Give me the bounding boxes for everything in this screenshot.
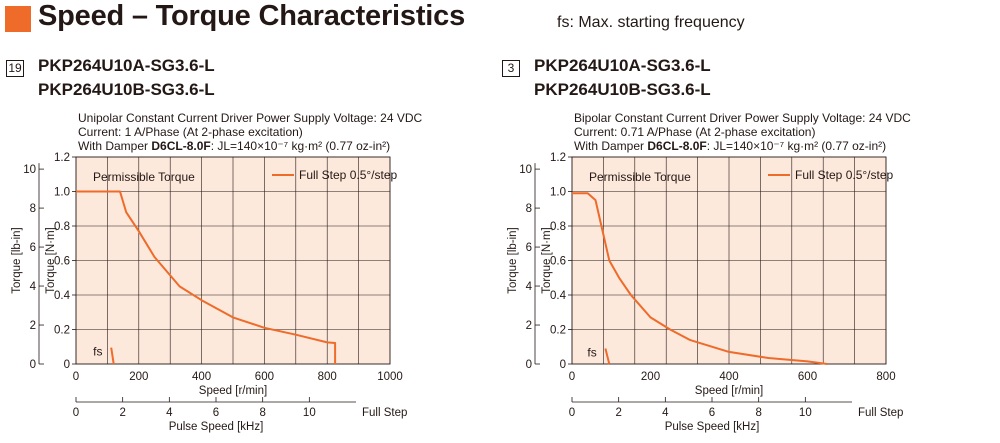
permissible-torque-label: Permissible Torque [93,170,195,184]
pulse-tick-label: 2 [119,407,125,419]
pulse-tick-label: 4 [662,407,669,419]
y-axis-title-nm: Torque [N·m] [45,227,57,293]
pulse-tick-label: 6 [709,407,715,419]
legend-label: Full Step 0.5°/step [795,168,894,182]
full-step-label: Full Step [858,407,903,419]
fs-label: fs [587,345,596,359]
page-subtitle: fs: Max. starting frequency [557,14,745,31]
model-name-b: PKP264U10B-SG3.6-L [534,80,711,99]
x-tick-label-speed: 600 [255,371,274,383]
model-name-a: PKP264U10A-SG3.6-L [534,56,711,75]
current-condition: Current: 1 A/Phase (At 2-phase excitatio… [78,125,303,139]
page-header: Speed – Torque Characteristics fs: Max. … [5,0,995,40]
x-tick-label-speed: 800 [318,371,337,383]
fs-line [604,348,611,365]
fs-line [110,347,115,365]
pulse-axis-title: Pulse Speed [kHz] [169,421,264,433]
y-tick-label-nm: 0.6 [54,256,70,268]
pulse-tick-label: 10 [303,407,316,419]
y-tick-label-lbin: 4 [30,281,37,293]
pulse-tick-label: 6 [213,407,219,419]
y-tick-label-lbin: 6 [526,242,532,254]
chart-panel-bipolar: 3 PKP264U10A-SG3.6-L PKP264U10B-SG3.6-L … [502,56,982,443]
page-title: Speed – Torque Characteristics [38,0,466,32]
y-axis-title-lbin: Torque [lb-in] [507,227,519,293]
pulse-tick-label: 2 [615,407,621,419]
current-condition: Current: 0.71 A/Phase (At 2-phase excita… [574,125,816,139]
torque-curve [76,190,337,364]
x-axis-title-speed: Speed [r/min] [199,385,267,397]
damper-inertia: : JL=140×10⁻⁷ kg·m² (0.77 oz-in²) [210,139,391,153]
y-tick-label-lbin: 2 [526,320,532,332]
pulse-tick-label: 10 [799,407,812,419]
x-tick-label-speed: 1000 [377,371,403,383]
y-tick-label-nm: 0.2 [550,325,566,337]
y-tick-label-nm: 1.2 [550,152,566,164]
y-tick-label-nm: 0.6 [550,256,566,268]
pulse-tick-label: 0 [73,407,79,419]
accent-square-icon [5,6,31,32]
pulse-tick-label: 8 [755,407,761,419]
pulse-axis-title: Pulse Speed [kHz] [665,421,760,433]
pulse-tick-label: 0 [569,407,575,419]
y-tick-label-nm: 0.8 [550,221,566,233]
x-tick-label-speed: 0 [73,371,79,383]
y-tick-label-nm: 1.0 [550,187,566,199]
x-tick-label-speed: 400 [192,371,211,383]
y-tick-label-nm: 0 [64,359,70,371]
x-tick-label-speed: 600 [798,371,817,383]
damper-condition: With Damper D6CL-8.0F: JL=140×10⁻⁷ kg·m²… [574,139,886,153]
model-name-b: PKP264U10B-SG3.6-L [38,80,215,99]
y-tick-label-lbin: 2 [30,320,36,332]
x-tick-label-speed: 0 [569,371,575,383]
y-tick-label-lbin: 0 [30,359,36,371]
speed-torque-chart: 0 0.2 0.4 0.6 0.8 1.0 1.2 0 2 4 6 8 10 Torque [lb-in]… [11,152,407,433]
y-tick-label-nm: 1.2 [54,152,70,164]
damper-prefix: With Damper [574,139,648,153]
permissible-torque-label: Permissible Torque [589,170,691,184]
y-tick-label-nm: 0 [560,359,566,371]
y-tick-label-nm: 0.4 [550,290,567,302]
y-tick-label-lbin: 6 [30,242,36,254]
legend-label: Full Step 0.5°/step [299,168,398,182]
x-tick-label-speed: 400 [719,371,738,383]
y-tick-label-lbin: 4 [526,281,533,293]
x-axis-title-speed: Speed [r/min] [695,385,763,397]
y-tick-label-lbin: 8 [30,203,36,215]
pulse-tick-label: 4 [166,407,173,419]
damper-model: D6CL-8.0F [647,139,707,153]
chart-panel-unipolar: 19 PKP264U10A-SG3.6-L PKP264U10B-SG3.6-L… [6,56,486,443]
damper-condition: With Damper D6CL-8.0F: JL=140×10⁻⁷ kg·m²… [78,139,390,153]
y-tick-label-lbin: 8 [526,203,532,215]
y-tick-label-nm: 1.0 [54,187,70,199]
model-name-a: PKP264U10A-SG3.6-L [38,56,215,75]
damper-inertia: : JL=140×10⁻⁷ kg·m² (0.77 oz-in²) [706,139,887,153]
x-tick-label-speed: 200 [641,371,660,383]
y-tick-label-lbin: 10 [23,164,36,176]
damper-model: D6CL-8.0F [151,139,211,153]
speed-torque-chart: 0 0.2 0.4 0.6 0.8 1.0 1.2 0 2 4 6 8 10 Torque [lb-in]… [507,152,903,433]
y-tick-label-lbin: 10 [519,164,532,176]
x-tick-label-speed: 800 [876,371,895,383]
y-axis-title-nm: Torque [N·m] [541,227,553,293]
y-tick-label-nm: 0.8 [54,221,70,233]
fs-label: fs [93,345,102,359]
y-tick-label-nm: 0.2 [54,325,70,337]
y-axis-title-lbin: Torque [lb-in] [11,227,23,293]
torque-curve [572,192,828,365]
full-step-label: Full Step [362,407,407,419]
y-tick-label-nm: 0.4 [54,290,71,302]
damper-prefix: With Damper [78,139,152,153]
driver-condition: Unipolar Constant Current Driver Power S… [78,111,423,125]
x-tick-label-speed: 200 [129,371,148,383]
chart-number-badge: 3 [502,60,520,77]
chart-number-badge: 19 [6,60,24,77]
pulse-tick-label: 8 [259,407,265,419]
y-tick-label-lbin: 0 [526,359,532,371]
driver-condition: Bipolar Constant Current Driver Power Su… [574,111,911,125]
